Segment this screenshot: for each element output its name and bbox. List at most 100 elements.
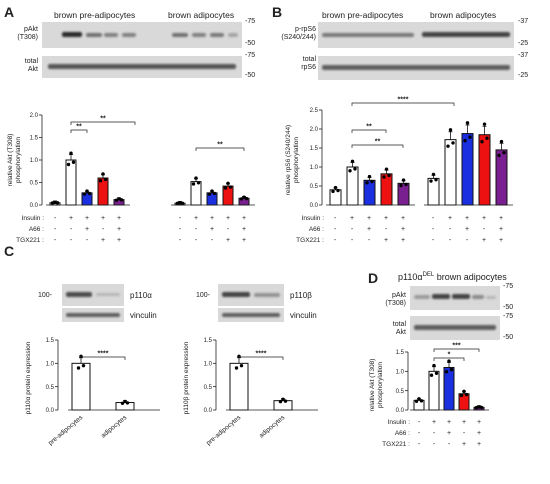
a-pre-point — [85, 189, 89, 193]
a-brown-point — [180, 201, 185, 205]
d-point — [449, 367, 454, 372]
b-brown-point — [468, 135, 472, 139]
d-title-sup: DEL — [422, 272, 435, 278]
a-blot2-label: total Akt — [24, 58, 38, 73]
a-treatment-sign: - — [86, 237, 89, 244]
b-blot1-mw-bottom: -25 — [518, 40, 529, 47]
a-pre-point — [55, 201, 60, 205]
b-pre-point — [370, 179, 374, 184]
c-right-x-label: adipocytes — [258, 414, 287, 440]
panel-letter-b: B — [272, 4, 283, 20]
b-treatment-sign: + — [367, 215, 371, 222]
b-b-treatment-sign: + — [448, 215, 452, 222]
b-treatment-sign: + — [367, 226, 371, 233]
b-b-treatment-sign: - — [432, 237, 435, 244]
c-left-y-label: p110α protein expression — [25, 341, 32, 414]
a-treatment-sign: + — [85, 215, 89, 222]
b-blot-rps6 — [318, 56, 514, 80]
b-pre-point — [404, 182, 408, 187]
c-right-point — [278, 399, 283, 404]
a-brown-point — [196, 181, 201, 185]
b-sig-label: ** — [375, 139, 381, 146]
b-b-treatment-sign: - — [483, 226, 486, 233]
d-treatment-label: TGX221 : — [382, 441, 410, 448]
a-blot-pakt — [42, 22, 242, 48]
b-brown-bar — [444, 139, 457, 206]
d-title-main: p110α — [398, 272, 423, 282]
a-treatment-sign: - — [70, 237, 73, 244]
b-b-treatment-sign: + — [465, 215, 469, 222]
a-pre-sig-bracket — [70, 121, 136, 125]
d-point — [419, 399, 424, 403]
c-left-protein-top: p110α — [130, 291, 152, 300]
d-blot-pakt — [410, 286, 500, 310]
d-blot1-mw-bottom: -50 — [503, 304, 514, 311]
d-y-label: relative Akt (T308) — [369, 359, 376, 412]
d-blot-akt — [410, 316, 500, 340]
b-blot-prps6 — [318, 22, 514, 48]
a-header-brown: brown adipocytes — [168, 10, 235, 20]
c-left-point — [81, 363, 86, 368]
d-treatment-sign: + — [462, 419, 466, 426]
c-left-blot-p110a — [62, 284, 124, 306]
b-b-treatment-sign: - — [449, 226, 452, 233]
a-pre-bar — [65, 159, 77, 206]
a-b-treatment-sign: - — [179, 237, 182, 244]
d-treatment-sign: + — [432, 419, 436, 426]
a-b-treatment-sign: - — [195, 237, 198, 244]
a-b-treatment-sign: - — [227, 226, 230, 233]
a-treatment-sign: + — [69, 215, 73, 222]
c-left-protein-bottom: vinculin — [130, 311, 157, 320]
a-b-treatment-sign: + — [210, 215, 214, 222]
d-blot2-label: total Akt — [392, 321, 406, 336]
d-point — [429, 373, 434, 377]
c-right-mw: 100- — [196, 292, 211, 299]
d-treatment-label: Insulin : — [388, 419, 411, 426]
c-right-y-tick-label: 0.5 — [204, 385, 213, 391]
c-left-sig-bracket — [80, 356, 126, 360]
d-treatment-sign: + — [477, 441, 481, 448]
a-y-tick-label: 0.5 — [30, 181, 39, 187]
b-treatment-label: TGX221 : — [296, 237, 324, 244]
a-blot-akt — [42, 56, 242, 78]
b-pre-point — [336, 188, 340, 193]
d-treatment-label: A66 : — [395, 430, 410, 437]
a-treatment-sign: + — [85, 226, 89, 233]
b-treatment-sign: - — [351, 226, 354, 233]
b-treatment-label: A66 : — [309, 226, 324, 233]
a-y-tick-label: 0.0 — [30, 203, 39, 209]
d-treatment-sign: - — [418, 430, 421, 437]
a-blot2-mw-bottom: -50 — [245, 72, 256, 79]
b-brown-bar — [495, 149, 508, 206]
a-b-treatment-sign: - — [195, 226, 198, 233]
b-treatment-sign: - — [334, 215, 337, 222]
c-right-point — [283, 399, 288, 403]
b-y-label: relative rpS6 (S240/244) — [285, 125, 292, 195]
b-b-treatment-sign: + — [499, 237, 503, 244]
a-treatment-label: TGX221 : — [16, 237, 44, 244]
d-point — [417, 397, 421, 401]
b-brown-point — [480, 140, 484, 144]
a-pre-point — [66, 162, 71, 167]
b-sig-bracket — [351, 144, 404, 148]
b-treatment-sign: - — [334, 226, 337, 233]
b-brown-point — [434, 178, 438, 182]
b-blot2-mw-bottom: -25 — [518, 72, 529, 79]
d-sig-label: * — [448, 352, 451, 359]
c-right-bar — [273, 400, 293, 411]
b-treatment-sign: + — [401, 215, 405, 222]
d-y-label: phosphorylation — [377, 362, 384, 408]
b-y-tick-label: 1.0 — [310, 165, 319, 171]
a-blot1-label: pAkt (T308) — [17, 26, 38, 41]
a-blot1-mw-bottom: -50 — [245, 40, 256, 47]
b-b-treatment-sign: + — [482, 215, 486, 222]
c-right-blot-vinculin — [218, 308, 284, 322]
c-right-x-label: pre-adipocytes — [205, 414, 243, 447]
b-blot2-mw-top: -37 — [518, 52, 529, 59]
a-y-label: phosphorylation — [15, 137, 22, 183]
d-point — [462, 389, 466, 394]
b-sig-label: ** — [366, 124, 372, 131]
d-treatment-sign: - — [433, 441, 436, 448]
c-right-sig-label: **** — [256, 351, 267, 358]
d-point — [444, 370, 449, 374]
